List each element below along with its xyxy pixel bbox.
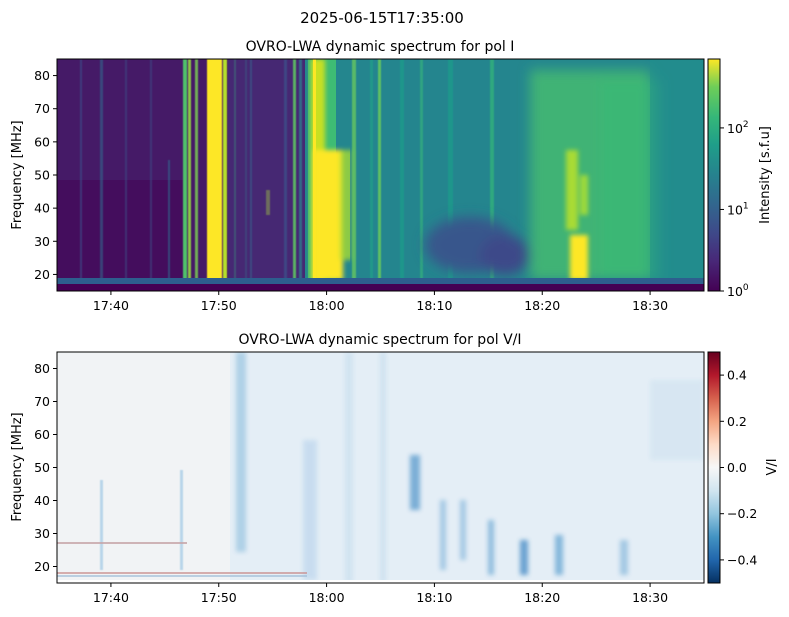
x-tick-label: 17:50 [201, 590, 237, 605]
y-tick-label: 40 [34, 493, 50, 508]
y-tick-label: 50 [34, 460, 50, 475]
y-tick-label: 30 [34, 526, 50, 541]
y-tick-label: 80 [34, 361, 50, 376]
chart-pol-i: OVRO-LWA dynamic spectrum for pol I [10, 39, 773, 313]
chart-pol-vi: OVRO-LWA dynamic spectrum for pol V/I [10, 332, 780, 605]
heatmap-image [57, 59, 704, 291]
colorbar-tick-label: 102 [727, 120, 749, 136]
x-axis: 17:40 17:50 18:00 18:10 18:20 18:30 [93, 583, 668, 605]
y-tick-label: 70 [34, 101, 50, 116]
y-tick-label: 40 [34, 201, 50, 216]
chart-title: OVRO-LWA dynamic spectrum for pol I [246, 39, 515, 55]
x-tick-label: 17:50 [201, 298, 237, 313]
y-tick-label: 20 [34, 559, 50, 574]
y-tick-label: 20 [34, 267, 50, 282]
colorbar-tick-label: 0.0 [727, 460, 747, 475]
x-tick-label: 18:30 [632, 298, 668, 313]
x-tick-label: 17:40 [93, 298, 129, 313]
y-tick-label: 50 [34, 168, 50, 183]
colorbar: 0.4 0.2 0.0 −0.2 −0.4 V/I [707, 351, 780, 584]
x-tick-label: 17:40 [93, 590, 129, 605]
colorbar-tick-exponent: 2 [743, 120, 749, 130]
colorbar-tick-label: −0.4 [727, 552, 757, 567]
y-axis: 20 30 40 50 60 70 80 [34, 68, 57, 282]
y-axis-label: Frequency [MHz] [10, 412, 25, 521]
y-tick-label: 60 [34, 134, 50, 149]
x-tick-label: 18:20 [524, 590, 560, 605]
y-tick-label: 60 [34, 427, 50, 442]
x-tick-label: 18:20 [524, 298, 560, 313]
y-tick-label: 30 [34, 234, 50, 249]
colorbar-label: Intensity [s.f.u] [758, 126, 773, 224]
colorbar-tick-label: 0.2 [727, 414, 747, 429]
colorbar-tick-label: 101 [727, 201, 749, 217]
colorbar-tick-label: 0.4 [727, 368, 747, 383]
colorbar-label: V/I [765, 458, 780, 475]
x-tick-label: 18:10 [416, 298, 452, 313]
y-axis-label: Frequency [MHz] [10, 120, 25, 229]
colorbar-tick-label: 100 [727, 283, 749, 299]
colorbar-tick-exponent: 0 [743, 283, 749, 293]
colorbar-gradient [707, 58, 721, 292]
x-tick-label: 18:00 [309, 590, 345, 605]
colorbar-ticks: 0.4 0.2 0.0 −0.2 −0.4 [720, 368, 757, 567]
x-tick-label: 18:00 [309, 298, 345, 313]
y-tick-label: 70 [34, 394, 50, 409]
colorbar-gradient [707, 351, 721, 584]
y-axis: 20 30 40 50 60 70 80 [34, 361, 57, 574]
x-axis: 17:40 17:50 18:00 18:10 18:20 18:30 [93, 291, 668, 313]
chart-title: OVRO-LWA dynamic spectrum for pol V/I [238, 332, 521, 348]
colorbar-tick-exponent: 1 [743, 201, 749, 211]
colorbar-tick-label: −0.2 [727, 506, 757, 521]
y-tick-label: 80 [34, 68, 50, 83]
x-tick-label: 18:10 [416, 590, 452, 605]
x-tick-label: 18:30 [632, 590, 668, 605]
heatmap-image [57, 352, 704, 583]
figure-suptitle: 2025-06-15T17:35:00 [300, 9, 464, 27]
